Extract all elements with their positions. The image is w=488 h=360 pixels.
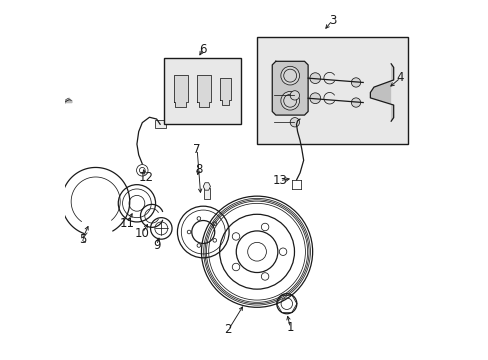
Circle shape <box>309 73 320 84</box>
Circle shape <box>289 118 299 127</box>
Text: 4: 4 <box>396 71 404 84</box>
Bar <box>292 116 306 122</box>
Text: 10: 10 <box>135 226 149 239</box>
Text: 8: 8 <box>195 163 202 176</box>
Polygon shape <box>196 75 211 107</box>
Text: 5: 5 <box>79 233 86 246</box>
Bar <box>203 188 209 199</box>
Polygon shape <box>220 78 230 105</box>
Text: 2: 2 <box>224 323 232 336</box>
Bar <box>257 37 407 144</box>
Circle shape <box>289 91 299 100</box>
Polygon shape <box>173 75 187 107</box>
Bar <box>155 120 165 128</box>
Bar <box>163 58 241 125</box>
Text: 6: 6 <box>199 42 206 55</box>
Text: 7: 7 <box>193 143 201 156</box>
Circle shape <box>309 93 320 104</box>
Text: 11: 11 <box>119 216 134 230</box>
Circle shape <box>280 91 299 110</box>
Polygon shape <box>369 64 393 121</box>
Text: 9: 9 <box>153 239 160 252</box>
Text: 13: 13 <box>272 174 286 187</box>
Polygon shape <box>203 183 210 190</box>
Circle shape <box>351 98 360 107</box>
Text: 1: 1 <box>286 321 294 334</box>
Text: 3: 3 <box>328 14 335 27</box>
Circle shape <box>280 66 299 85</box>
Polygon shape <box>272 61 307 115</box>
Circle shape <box>351 78 360 87</box>
Text: 12: 12 <box>138 171 153 184</box>
